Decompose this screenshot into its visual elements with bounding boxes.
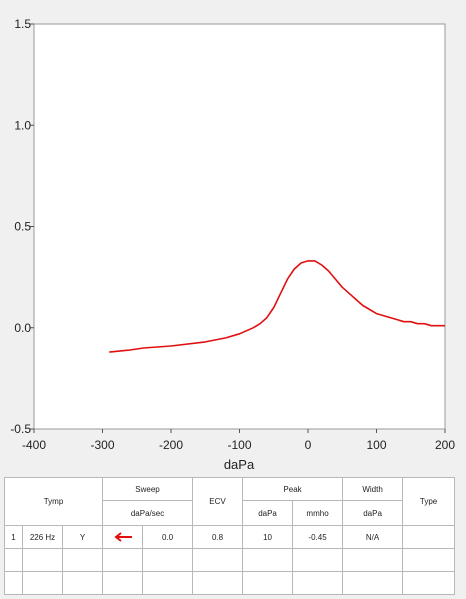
tympanogram-curve xyxy=(109,260,445,353)
header-tymp: Tymp xyxy=(3,477,104,526)
header-ecv: ECV xyxy=(192,477,244,526)
row-peak-mmho: -0.45 xyxy=(292,525,344,549)
x-axis: -400 -300 -200 -100 0 100 200 xyxy=(22,429,455,452)
x-tick-label: 0 xyxy=(305,438,312,452)
y-tick-label: 1.0 xyxy=(14,118,31,132)
x-axis-title: daPa xyxy=(224,457,255,472)
table-row[interactable] xyxy=(4,548,456,572)
row-flag: Y xyxy=(61,525,104,549)
row-frequency: 226 Hz xyxy=(22,525,63,549)
header-width: Width xyxy=(342,477,404,501)
row-arrow-cell xyxy=(102,525,144,549)
row-peak-dapa: 10 xyxy=(242,525,294,549)
x-tick-label: 200 xyxy=(435,438,455,452)
y-tick-label: 0.5 xyxy=(14,220,31,234)
header-peak-mmho: mmho xyxy=(292,500,344,526)
left-arrow-icon xyxy=(113,532,132,542)
table-row[interactable] xyxy=(4,571,456,595)
table-row[interactable]: 1 226 Hz Y 0.0 0.8 10 -0.45 N/A xyxy=(4,525,456,549)
y-tick-label: -0.5 xyxy=(10,422,31,436)
x-tick-label: -200 xyxy=(159,438,183,452)
header-sweep: Sweep xyxy=(102,477,194,501)
series-layer xyxy=(109,260,445,353)
header-width-unit: daPa xyxy=(342,500,404,526)
header-peak-dapa: daPa xyxy=(242,500,294,526)
row-ecv: 0.8 xyxy=(192,525,244,549)
header-sweep-unit: daPa/sec xyxy=(102,500,194,526)
row-width: N/A xyxy=(342,525,404,549)
tympanogram-chart: 1.5 1.0 0.5 0.0 -0.5 -400 -300 -200 -100 0 100 200… xyxy=(10,17,455,472)
x-tick-label: -300 xyxy=(90,438,114,452)
row-type xyxy=(402,525,456,549)
header-type: Type xyxy=(402,477,456,526)
row-index: 1 xyxy=(4,525,23,549)
x-tick-label: 100 xyxy=(366,438,386,452)
x-tick-label: -100 xyxy=(227,438,251,452)
row-sweep: 0.0 xyxy=(142,525,194,549)
tympanometry-results-table: Tymp Sweep ECV Peak Width Type daPa/sec … xyxy=(3,477,456,595)
header-peak: Peak xyxy=(242,477,344,501)
x-tick-label: -400 xyxy=(22,438,46,452)
chart-svg: 1.5 1.0 0.5 0.0 -0.5 -400 -300 -200 -100 0 100 200… xyxy=(10,17,455,472)
plot-area xyxy=(33,23,446,430)
y-axis: 1.5 1.0 0.5 0.0 -0.5 xyxy=(10,17,34,436)
y-tick-label: 1.5 xyxy=(14,17,31,31)
y-tick-label: 0.0 xyxy=(14,321,31,335)
